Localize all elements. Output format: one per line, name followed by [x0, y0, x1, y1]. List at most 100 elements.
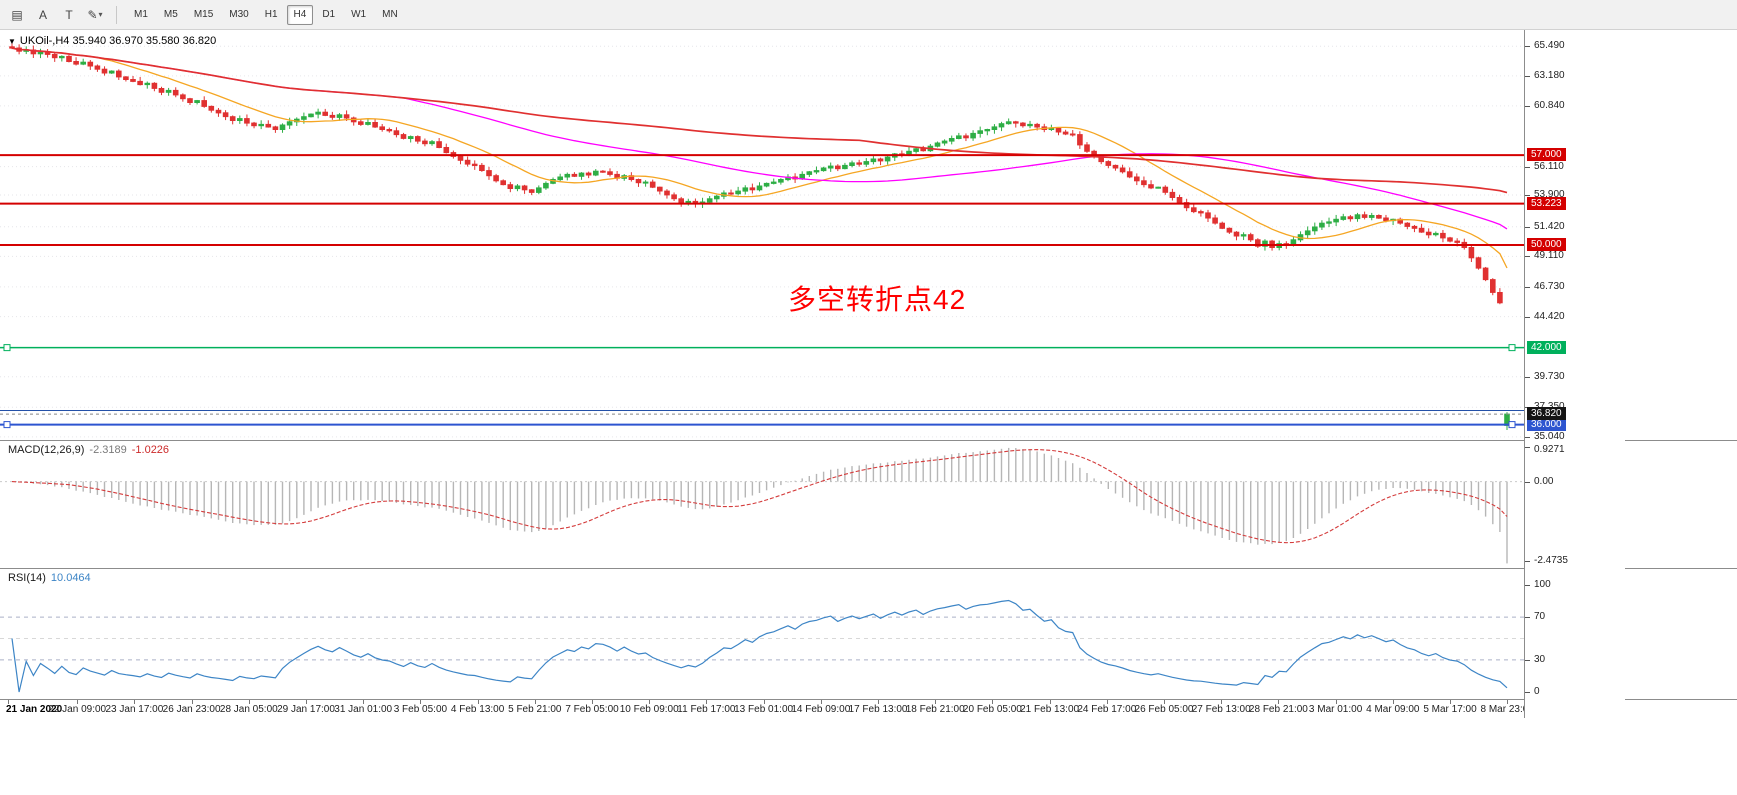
time-axis-label: 3 Feb 05:00 — [393, 704, 448, 715]
candle — [941, 140, 948, 144]
axis-tick — [1450, 700, 1451, 704]
time-axis-border — [0, 699, 1737, 700]
candle — [486, 170, 492, 177]
text-tool-a-button[interactable]: A — [38, 7, 47, 22]
price-axis-label: 53.900 — [1534, 188, 1565, 200]
candle — [73, 61, 79, 65]
price-axis-label: 0 — [1534, 686, 1540, 697]
candle — [37, 52, 44, 55]
candle — [657, 186, 663, 192]
candle — [806, 171, 813, 175]
toolbar-divider — [116, 5, 117, 24]
candle — [144, 82, 151, 86]
chart-menu-icon[interactable]: ▼ — [8, 37, 16, 46]
panel-separator[interactable] — [0, 568, 1737, 569]
macd-canvas[interactable] — [0, 441, 1524, 568]
price-axis-label: 0.9271 — [1534, 444, 1565, 455]
timeframe-button-h1[interactable]: H1 — [264, 9, 278, 20]
main-chart-canvas[interactable] — [0, 32, 1524, 440]
candle — [1368, 215, 1375, 218]
candle — [229, 116, 236, 121]
macd-signal-value: -1.0226 — [131, 444, 170, 456]
macd-header: MACD(12,26,9) -2.3189 -1.0226 — [8, 444, 169, 456]
axis-tick — [706, 700, 708, 704]
price-line-badge: 42.000 — [1527, 340, 1566, 354]
candle — [1247, 234, 1254, 241]
candle — [208, 105, 215, 111]
axis-tick — [1525, 316, 1530, 318]
candle — [187, 98, 193, 103]
candle — [493, 175, 499, 182]
axis-tick — [649, 700, 651, 704]
timeframe-button-h4[interactable]: H4 — [286, 4, 314, 25]
price-axis[interactable]: 65.490 63.180 60.840 56.110 53.900 51.420 49.1… — [1524, 30, 1625, 718]
candle — [1069, 133, 1076, 136]
candle — [870, 158, 877, 163]
draw-tool-button[interactable]: ✎ ▾ — [83, 4, 107, 26]
candle — [934, 142, 941, 147]
candle — [1084, 144, 1090, 152]
candle — [393, 130, 400, 136]
axis-tick — [1525, 659, 1530, 661]
price-axis-label: 35.040 — [1534, 430, 1565, 442]
time-axis-label: 23 Jan 17:00 — [105, 704, 164, 715]
axis-tick — [1525, 75, 1530, 77]
timeframe-button-w1[interactable]: W1 — [351, 9, 367, 20]
axis-tick — [878, 700, 879, 704]
candle — [80, 61, 87, 65]
candle — [528, 189, 535, 193]
toolbar: ▤ A T ✎ ▾ M1 M5 M15 M30 H1 H4 D1 W1 MN — [0, 0, 1737, 30]
candle — [991, 126, 998, 131]
axis-tick — [820, 700, 822, 704]
time-axis-label: 20 Feb 05:00 — [962, 704, 1022, 715]
chart-title-text: UKOil-,H4 35.940 36.970 35.580 36.820 — [19, 35, 217, 47]
time-axis[interactable]: 21 Jan 2020 22 Jan 09:00 23 Jan 17:00 26 Ja… — [0, 700, 1534, 718]
candle — [842, 164, 848, 170]
candle — [1454, 240, 1461, 243]
axis-tick — [1525, 481, 1530, 483]
candle — [536, 187, 542, 193]
chart-grid-icon[interactable]: ▤ — [11, 7, 23, 22]
axis-tick — [1525, 447, 1530, 448]
chart-annotation-text[interactable]: 多空转折点42 — [788, 284, 967, 315]
candle — [258, 123, 264, 127]
axis-tick — [763, 700, 765, 704]
timeframe-button-m15[interactable]: M15 — [193, 9, 214, 20]
candle — [1304, 230, 1311, 236]
axis-tick — [77, 700, 79, 704]
candle — [1112, 164, 1119, 169]
chart-title: ▼ UKOil-,H4 35.940 36.970 35.580 36.820 — [8, 35, 216, 47]
timeframe-button-m30[interactable]: M30 — [229, 9, 249, 20]
axis-tick — [1164, 700, 1165, 704]
candle — [948, 138, 955, 142]
candle — [1134, 176, 1140, 182]
axis-tick — [134, 700, 136, 704]
candle — [600, 170, 606, 173]
panel-separator[interactable] — [0, 440, 1737, 441]
candle — [1198, 211, 1204, 214]
candle — [1312, 226, 1318, 232]
candle — [763, 182, 770, 187]
candle — [443, 147, 450, 154]
candle — [44, 52, 51, 55]
candle — [137, 80, 143, 86]
timeframe-button-d1[interactable]: D1 — [322, 9, 336, 20]
timeframe-button-m5[interactable]: M5 — [163, 9, 178, 20]
candle — [479, 164, 485, 171]
candle — [884, 156, 891, 162]
candle — [1383, 217, 1389, 222]
candle — [1034, 123, 1040, 128]
candle — [1119, 167, 1126, 173]
timeframe-button-m1[interactable]: M1 — [134, 9, 148, 20]
candle — [877, 158, 884, 162]
candle — [1062, 131, 1069, 135]
candle — [244, 118, 250, 124]
rsi-canvas[interactable] — [0, 569, 1524, 699]
candle — [557, 176, 564, 181]
text-tool-t-button[interactable]: T — [65, 7, 73, 22]
ma-line — [11, 47, 1508, 194]
timeframe-button-mn[interactable]: MN — [382, 9, 398, 20]
time-axis-label: 10 Feb 09:00 — [619, 704, 679, 715]
candle — [87, 61, 94, 67]
